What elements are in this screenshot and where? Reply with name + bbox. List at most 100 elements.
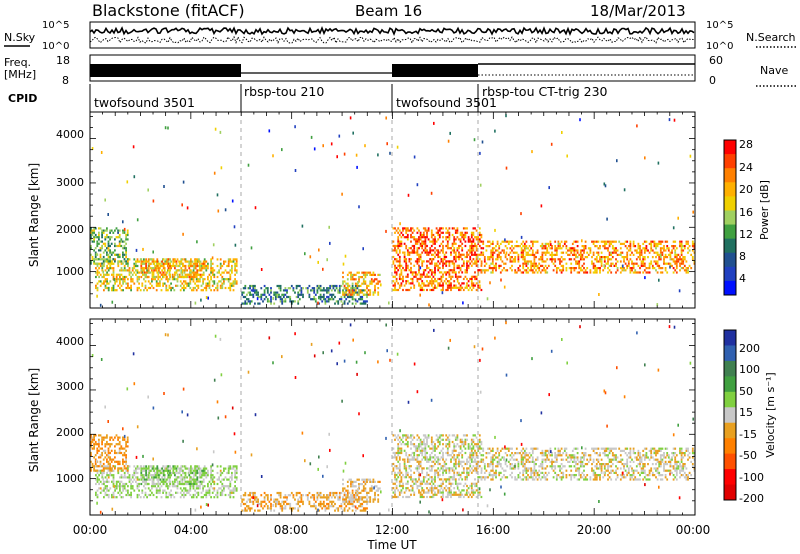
velocity-echo-cell — [395, 456, 398, 459]
power-echo-cell — [370, 280, 373, 283]
power-echo-cell — [562, 258, 565, 261]
velocity-echo-cell — [345, 500, 348, 503]
velocity-echo-cell — [107, 476, 110, 479]
power-echo-cell — [435, 253, 438, 256]
velocity-echo-cell — [174, 480, 176, 483]
velocity-echo-cell — [125, 493, 128, 497]
power-echo-cell — [504, 256, 507, 259]
power-echo-cell — [635, 251, 638, 254]
power-echo-cell — [346, 278, 349, 281]
power-echo-cell — [685, 267, 688, 270]
velocity-echo-cell — [398, 473, 401, 477]
velocity-echo-cell — [126, 445, 129, 448]
velocity-echo-cell — [242, 494, 245, 497]
power-echo-cell — [531, 242, 534, 245]
power-echo-cell — [462, 253, 465, 256]
power-echo-cell — [675, 260, 678, 263]
power-echo-cell — [260, 287, 263, 290]
power-echo-cell — [475, 260, 478, 263]
power-echo-cell — [234, 280, 236, 283]
velocity-echo-cell — [350, 498, 352, 501]
power-echo-cell — [366, 273, 368, 276]
power-echo-cell — [666, 247, 669, 250]
power-echo-cell — [411, 244, 414, 248]
power-echo-cell — [522, 251, 525, 254]
velocity-echo-cell — [268, 507, 271, 510]
power-echo-cell — [573, 249, 576, 252]
power-echo-cell — [464, 231, 467, 234]
power-echo-cell — [102, 260, 105, 263]
power-echo-cell — [164, 273, 167, 276]
power-echo-cell — [522, 262, 525, 265]
power-echo-cell — [592, 267, 595, 270]
power-echo-cell — [543, 269, 545, 272]
power-echo-cell — [648, 267, 651, 270]
power-echo-cell — [438, 262, 441, 265]
power-scatter-cell — [478, 280, 481, 284]
power-echo-cell — [466, 264, 468, 267]
power-echo-cell — [406, 288, 409, 292]
velocity-echo-cell — [414, 480, 417, 483]
power-echo-cell — [202, 278, 204, 281]
power-echo-cell — [475, 277, 478, 281]
velocity-echo-cell — [125, 469, 128, 472]
power-echo-cell — [487, 269, 489, 272]
power-echo-cell — [448, 247, 451, 250]
velocity-echo-cell — [112, 491, 115, 494]
velocity-echo-cell — [377, 480, 380, 483]
power-echo-cell — [91, 255, 94, 259]
power-echo-cell — [445, 271, 448, 274]
power-scatter-cell — [326, 258, 328, 262]
power-echo-cell — [554, 249, 557, 252]
velocity-echo-cell — [430, 469, 433, 472]
velocity-echo-cell — [169, 476, 171, 479]
power-echo-cell — [490, 253, 493, 256]
power-echo-cell — [327, 295, 330, 299]
power-echo-cell — [693, 260, 696, 263]
velocity-echo-cell — [241, 500, 244, 503]
velocity-echo-cell — [364, 489, 367, 492]
power-echo-cell — [426, 236, 428, 239]
power-echo-cell — [536, 249, 539, 252]
power-echo-cell — [398, 266, 401, 270]
velocity-echo-cell — [154, 471, 156, 475]
power-echo-cell — [475, 262, 478, 265]
power-echo-cell — [424, 238, 427, 241]
velocity-echo-cell — [432, 449, 435, 452]
power-echo-cell — [450, 275, 452, 278]
velocity-echo-cell — [413, 445, 416, 448]
power-echo-cell — [627, 262, 630, 265]
power-echo-cell — [281, 300, 284, 303]
power-echo-cell — [183, 275, 186, 279]
power-echo-cell — [364, 289, 367, 292]
power-echo-cell — [520, 253, 523, 256]
power-echo-cell — [515, 271, 518, 274]
power-echo-cell — [143, 289, 145, 292]
velocity-echo-cell — [136, 485, 139, 488]
power-echo-cell — [210, 262, 212, 265]
velocity-echo-cell — [295, 491, 298, 495]
power-echo-cell — [570, 249, 573, 252]
power-echo-cell — [148, 271, 151, 274]
power-echo-cell — [418, 238, 420, 241]
power-echo-cell — [367, 271, 370, 274]
power-echo-cell — [651, 249, 654, 252]
power-echo-cell — [525, 264, 528, 267]
power-echo-cell — [128, 271, 131, 274]
power-echo-cell — [150, 262, 152, 265]
power-echo-cell — [544, 271, 547, 274]
velocity-echo-cell — [190, 482, 192, 486]
power-echo-cell — [531, 249, 534, 252]
velocity-echo-cell — [184, 476, 187, 479]
power-echo-cell — [101, 267, 104, 270]
velocity-echo-cell — [395, 480, 398, 483]
power-echo-cell — [467, 288, 470, 292]
velocity-echo-cell — [395, 465, 398, 468]
power-echo-cell — [653, 267, 656, 270]
power-echo-cell — [329, 293, 332, 296]
velocity-echo-cell — [107, 480, 110, 483]
velocity-echo-cell — [348, 502, 351, 506]
velocity-echo-cell — [319, 502, 322, 506]
velocity-echo-cell — [96, 451, 99, 455]
power-echo-cell — [99, 255, 102, 259]
